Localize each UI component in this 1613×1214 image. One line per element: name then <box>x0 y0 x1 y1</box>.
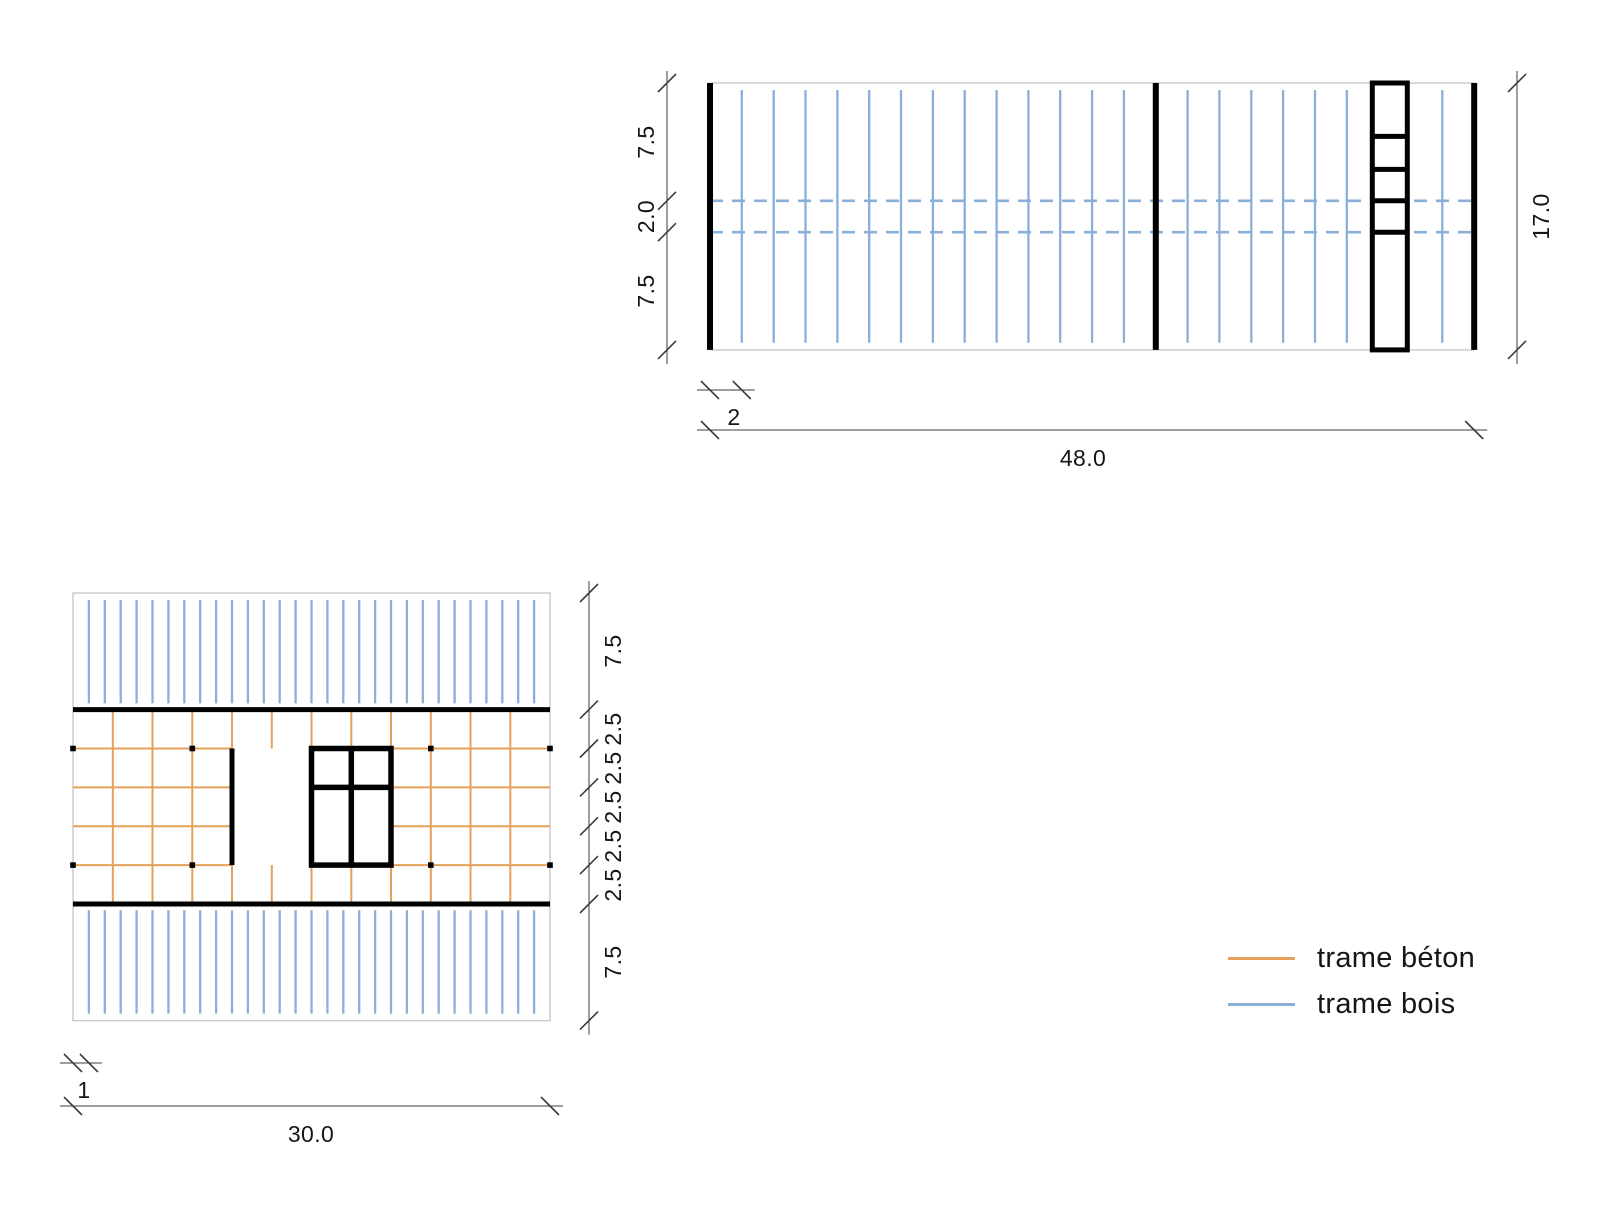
dim-upper-height: 17.0 <box>1528 193 1554 239</box>
dim-lower-band-1: 7.5 <box>600 634 626 667</box>
column-dot <box>428 745 434 752</box>
column-dot <box>547 745 553 752</box>
dim-lower-band-6: 2.5 <box>600 868 626 901</box>
wood-joist-lines <box>87 600 536 1014</box>
legend-item-trame-beton: trame béton <box>1228 942 1475 975</box>
plan-outline <box>72 592 551 1022</box>
upper-plan <box>707 80 1478 353</box>
dim-upper-module: 2 <box>727 404 740 430</box>
dim-upper-band-1: 7.5 <box>633 125 659 158</box>
columns <box>70 745 553 868</box>
dimension-lines <box>60 71 1527 1116</box>
column-dot <box>428 862 434 868</box>
concrete-grid-line-swatch <box>1228 957 1295 960</box>
dim-lower-band-7: 7.5 <box>600 945 626 978</box>
dim-lower-band-5: 2.5 <box>600 829 626 862</box>
dimension-labels: 7.5 2.0 7.5 17.0 2 48.0 7.5 2.5 2.5 2.5 … <box>77 125 1554 1147</box>
column-dot <box>189 862 196 868</box>
stair-core <box>308 745 394 868</box>
column-dot <box>547 862 553 868</box>
dim-lower-band-2: 2.5 <box>600 712 626 745</box>
bearing-walls <box>707 83 1478 350</box>
concrete-grid <box>73 709 550 904</box>
legend-label-trame-bois: trame bois <box>1317 988 1456 1020</box>
legend: trame béton trame bois <box>1228 942 1475 1021</box>
dim-upper-width: 48.0 <box>1060 445 1106 471</box>
dim-upper-band-2: 2.0 <box>633 200 659 233</box>
dim-upper-band-3: 7.5 <box>633 274 659 307</box>
axis-dashed-lines <box>710 199 1475 234</box>
wood-joist-lines <box>740 90 1444 343</box>
stair-core <box>1369 80 1410 353</box>
legend-label-trame-beton: trame béton <box>1317 942 1476 974</box>
dim-lower-width: 30.0 <box>288 1121 334 1147</box>
column-dot <box>189 745 196 752</box>
column-dot <box>70 745 76 752</box>
legend-item-trame-bois: trame bois <box>1228 988 1475 1021</box>
column-dot <box>70 862 76 868</box>
bearing-walls <box>73 707 550 907</box>
wood-grid-line-swatch <box>1228 1003 1295 1006</box>
dim-lower-band-3: 2.5 <box>600 751 626 784</box>
dim-lower-module: 1 <box>77 1077 90 1103</box>
dim-lower-band-4: 2.5 <box>600 790 626 823</box>
lower-plan <box>70 592 553 1022</box>
